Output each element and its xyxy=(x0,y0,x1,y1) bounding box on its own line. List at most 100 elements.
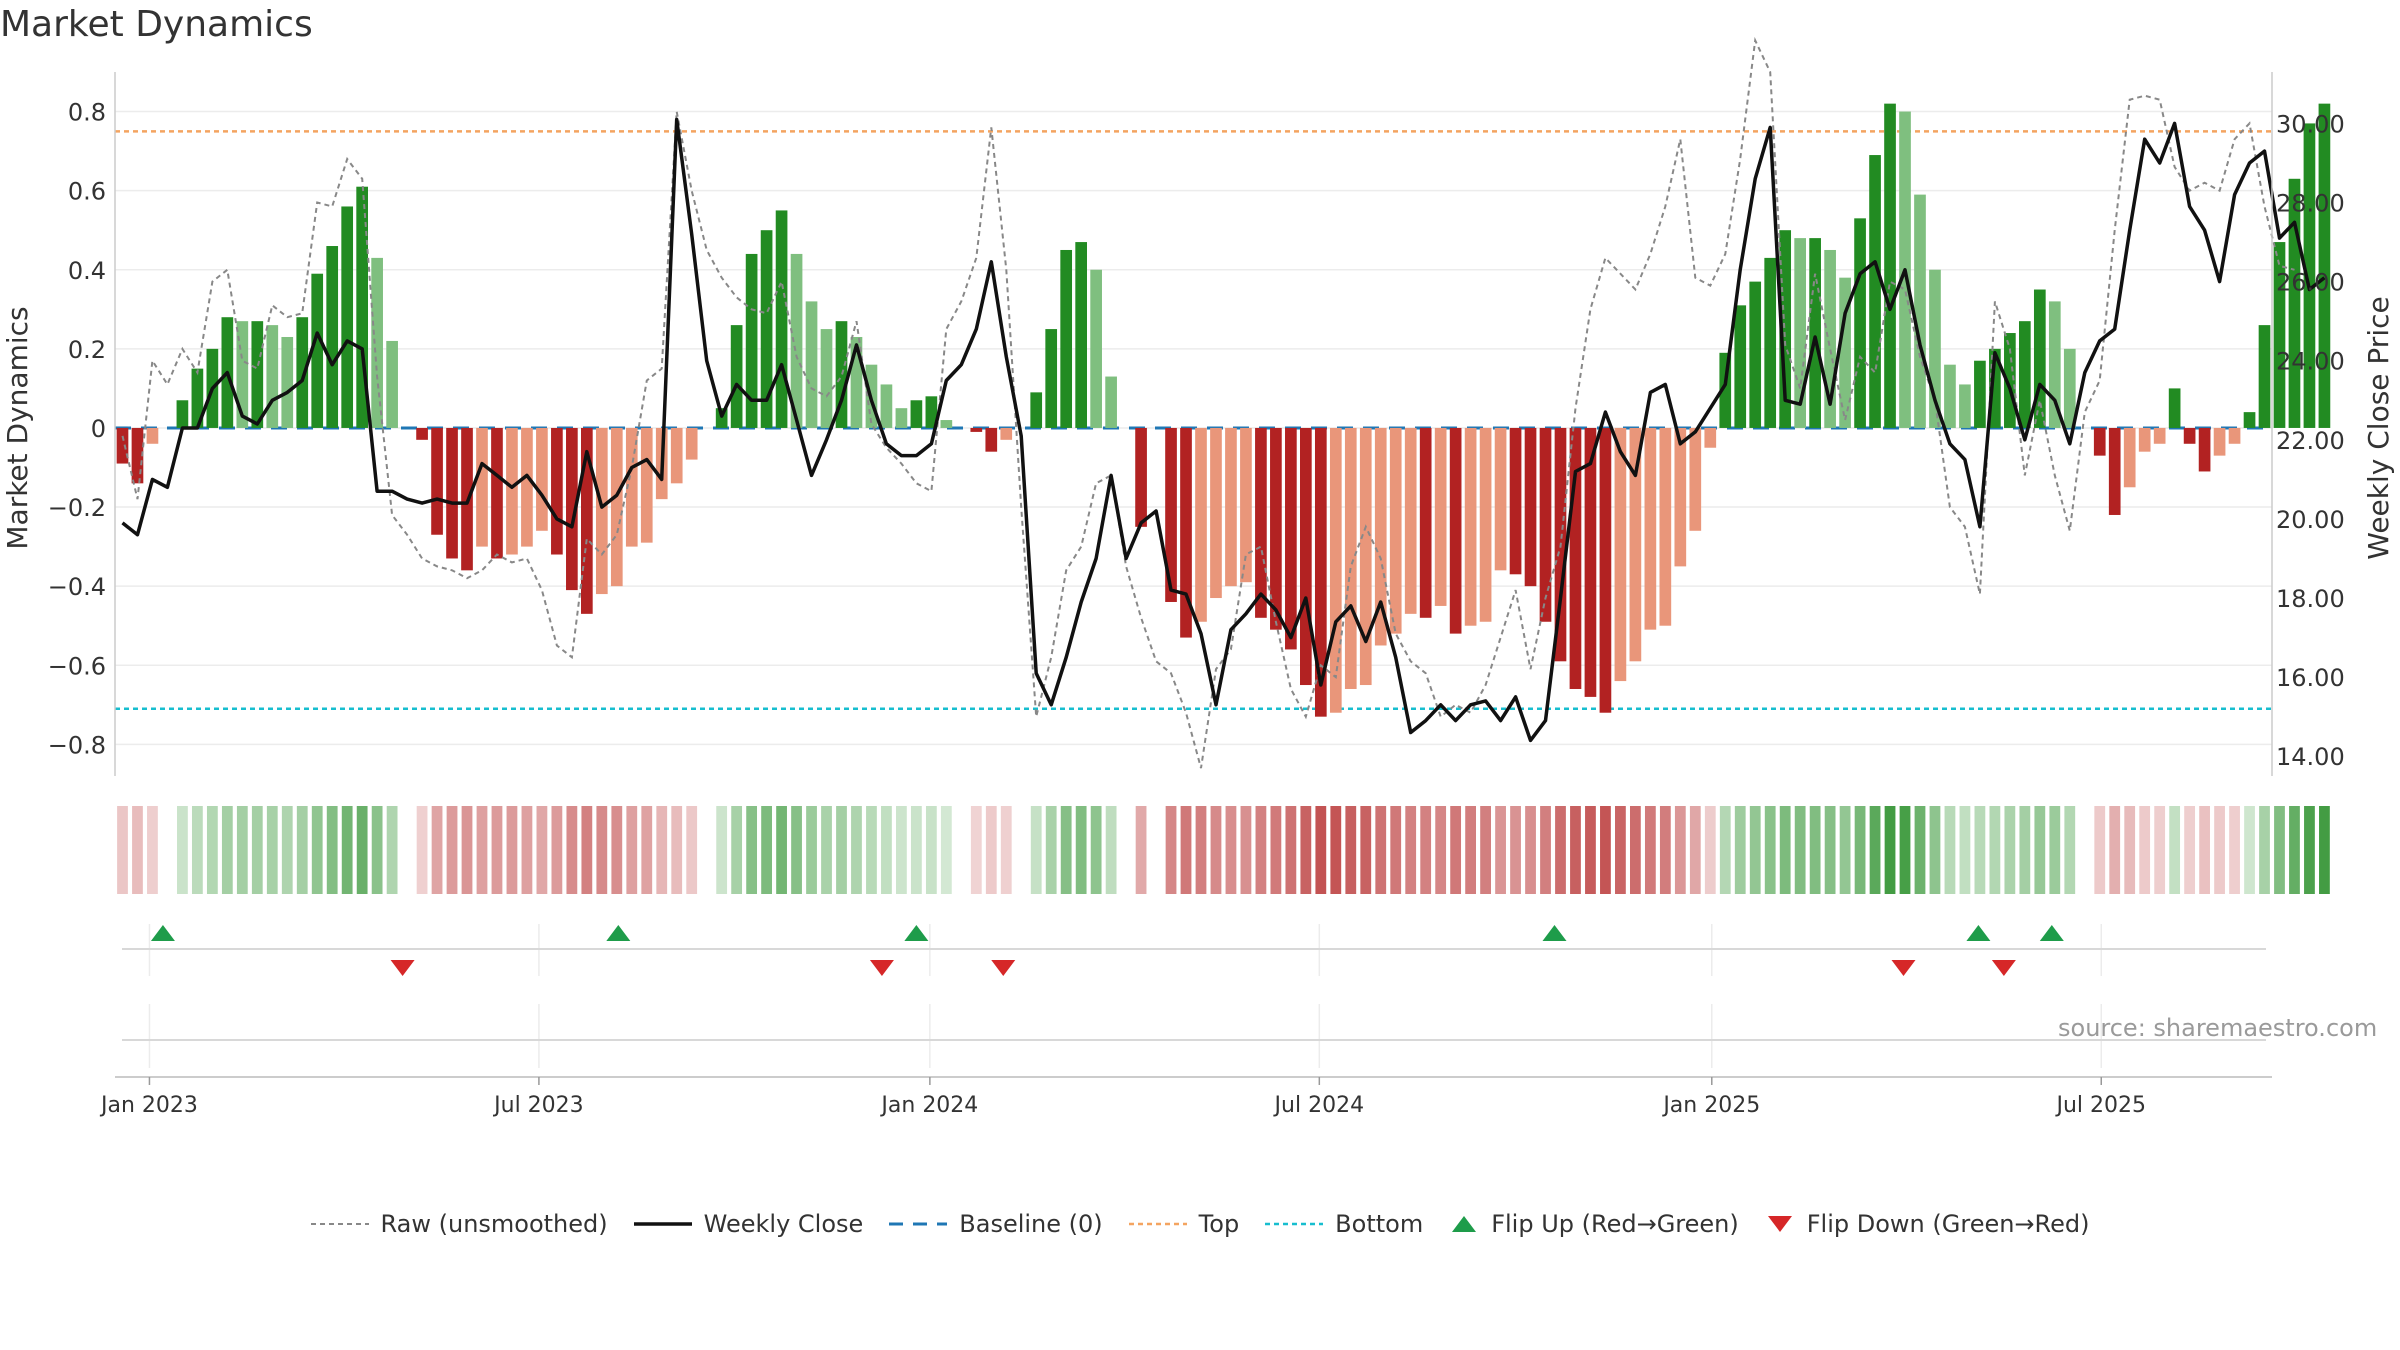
heat-cell xyxy=(206,806,218,894)
heat-cell xyxy=(1734,806,1746,894)
dynamics-bar xyxy=(1989,348,2001,428)
dynamics-bar xyxy=(581,427,593,614)
heat-cell xyxy=(791,806,802,894)
dynamics-bar xyxy=(2318,103,2331,428)
heat-cell xyxy=(566,806,578,894)
heat-cell xyxy=(1749,806,1761,894)
legend-raw-label: Raw (unsmoothed) xyxy=(380,1210,608,1238)
dynamics-bar xyxy=(1539,427,1552,622)
dynamics-bar xyxy=(850,336,863,428)
heat-cell xyxy=(147,806,158,894)
dynamics-bar xyxy=(2198,427,2211,472)
heat-cell xyxy=(1629,806,1641,894)
dynamics-bar xyxy=(311,273,324,428)
dynamics-bar xyxy=(476,427,488,547)
dynamics-bar xyxy=(1599,427,1612,713)
dynamics-bar xyxy=(1764,257,1777,428)
heat-cell xyxy=(2184,806,2196,894)
dynamics-bar xyxy=(1105,376,1117,428)
heat-cell xyxy=(731,806,743,894)
heat-cell xyxy=(940,806,952,894)
flip-down-icon xyxy=(1767,1216,1792,1232)
dynamics-bar xyxy=(775,210,788,428)
heat-cell xyxy=(1435,806,1447,894)
heat-cell xyxy=(1899,806,1911,894)
legend: Raw (unsmoothed) Weekly Close Baseline (… xyxy=(0,1204,2400,1244)
dynamics-bar xyxy=(2108,427,2121,515)
heat-cell xyxy=(1360,806,1372,894)
heat-cell xyxy=(1540,806,1551,894)
heat-cell xyxy=(985,806,997,894)
dynamics-bar xyxy=(1344,427,1357,689)
y-tick-label: −0.4 xyxy=(48,573,106,601)
dynamics-bar xyxy=(1884,103,1896,428)
heat-cell xyxy=(1045,806,1057,894)
y-tick-label: 0.4 xyxy=(68,257,106,285)
dynamics-bar xyxy=(715,408,728,428)
legend-raw-swatch xyxy=(310,1223,369,1225)
heat-cell xyxy=(1135,806,1147,894)
heat-cell xyxy=(851,806,862,894)
heat-cell xyxy=(236,806,248,894)
heat-cell xyxy=(281,806,293,894)
heat-cell xyxy=(1225,806,1237,894)
heat-cell xyxy=(866,806,877,894)
heat-cell xyxy=(416,806,428,894)
chart-title: Market Dynamics xyxy=(0,4,313,45)
heat-cell xyxy=(1929,806,1941,894)
weekly-close-series xyxy=(121,117,2326,743)
heat-cell xyxy=(1465,806,1477,894)
heat-cell xyxy=(881,806,892,894)
dynamics-bar xyxy=(2213,427,2226,456)
dynamics-bar xyxy=(2183,427,2196,444)
flip-up-icon xyxy=(1452,1216,1477,1232)
dynamics-bar xyxy=(1195,427,1207,622)
dynamics-bar xyxy=(1929,269,1941,428)
heat-cell xyxy=(626,806,638,894)
heat-cell xyxy=(1555,806,1566,894)
heat-cell xyxy=(386,806,398,894)
heat-cell xyxy=(1390,806,1402,894)
legend-baseline-label: Baseline (0) xyxy=(959,1210,1103,1238)
heat-cell xyxy=(1959,806,1971,894)
heat-cell xyxy=(1659,806,1671,894)
heat-cell xyxy=(2094,806,2106,894)
heat-cell xyxy=(1989,806,2001,894)
heat-cell xyxy=(221,806,233,894)
legend-flip-up-label: Flip Up (Red→Green) xyxy=(1491,1210,1739,1238)
dynamics-bar xyxy=(1854,218,1866,428)
dynamics-bar xyxy=(1359,427,1372,686)
y-axis-label: Market Dynamics xyxy=(1,306,34,549)
y2-tick-label: 22.00 xyxy=(2276,427,2345,455)
flip-up-marker xyxy=(1966,925,1991,941)
heat-cell xyxy=(1674,806,1686,894)
heat-cell xyxy=(371,806,383,894)
heat-cell xyxy=(1330,806,1342,894)
flip-up-marker xyxy=(2039,925,2064,941)
heat-cell xyxy=(1974,806,1986,894)
heat-cell xyxy=(446,806,458,894)
dynamics-bar xyxy=(116,427,129,464)
y-tick-label: 0.8 xyxy=(68,99,106,127)
heat-cell xyxy=(2124,806,2136,894)
dynamics-bar xyxy=(1045,329,1058,428)
dynamics-bar xyxy=(910,400,923,428)
dynamics-bar xyxy=(176,400,189,428)
heat-cell xyxy=(611,806,623,894)
heat-strip xyxy=(117,806,2330,894)
legend-top-label: Top xyxy=(1198,1210,1240,1238)
dynamics-bar xyxy=(2303,123,2316,428)
heat-cell xyxy=(1090,806,1102,894)
heat-cell xyxy=(1480,806,1491,894)
heat-cell xyxy=(1495,806,1506,894)
dynamics-bar xyxy=(1959,384,1971,428)
legend-bottom: Bottom xyxy=(1265,1210,1423,1238)
heat-cell xyxy=(1315,806,1327,894)
dynamics-bar xyxy=(1255,427,1267,618)
dynamics-bar xyxy=(356,186,368,428)
heat-cell xyxy=(2304,806,2315,894)
dynamics-bar xyxy=(640,427,653,543)
heat-cell xyxy=(1210,806,1222,894)
heat-cell xyxy=(2019,806,2031,894)
dynamics-bar xyxy=(551,427,563,555)
